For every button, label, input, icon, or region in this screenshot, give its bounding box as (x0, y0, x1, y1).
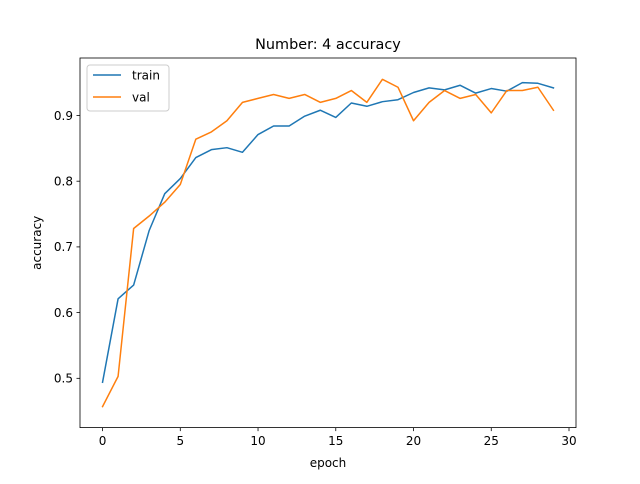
y-tick-label: 0.8 (54, 175, 73, 189)
legend-box (86, 64, 170, 112)
series-line-train (101, 81, 555, 384)
x-tick-label: 5 (176, 434, 184, 448)
plot-area-frame (79, 57, 577, 429)
legend-label-val: val (132, 91, 150, 105)
x-tick-label: 30 (561, 434, 576, 448)
y-axis-ticks: 0.5 0.6 0.7 0.8 0.9 (54, 109, 80, 386)
y-axis-label: accuracy (30, 216, 44, 270)
legend-label-train: train (132, 69, 160, 83)
chart-title: Number: 4 accuracy (255, 37, 401, 53)
x-tick-label: 15 (328, 434, 343, 448)
series-line-val (101, 78, 555, 408)
x-axis-label: epoch (310, 456, 347, 470)
x-tick-label: 0 (99, 434, 107, 448)
series-lines-group (101, 78, 555, 408)
x-tick-label: 10 (250, 434, 265, 448)
x-axis-ticks: 0 5 10 15 20 25 30 (99, 427, 577, 448)
y-tick-label: 0.9 (54, 109, 73, 123)
y-tick-label: 0.6 (54, 306, 73, 320)
x-tick-label: 25 (484, 434, 499, 448)
y-tick-label: 0.5 (54, 372, 73, 386)
legend: train val (86, 64, 170, 112)
x-tick-label: 20 (406, 434, 421, 448)
y-tick-label: 0.7 (54, 240, 73, 254)
